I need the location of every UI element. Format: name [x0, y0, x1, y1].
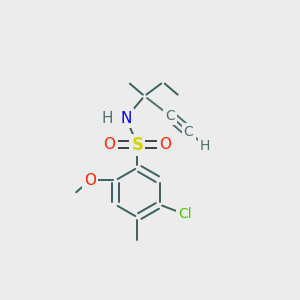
Text: H: H: [101, 110, 113, 125]
Text: O: O: [159, 137, 171, 152]
Text: Cl: Cl: [178, 207, 192, 221]
Text: H: H: [200, 139, 210, 153]
Text: N: N: [120, 110, 131, 125]
Text: O: O: [103, 137, 116, 152]
Text: S: S: [131, 136, 143, 154]
Text: O: O: [84, 173, 96, 188]
Text: C: C: [165, 109, 175, 123]
Text: C: C: [184, 125, 194, 139]
